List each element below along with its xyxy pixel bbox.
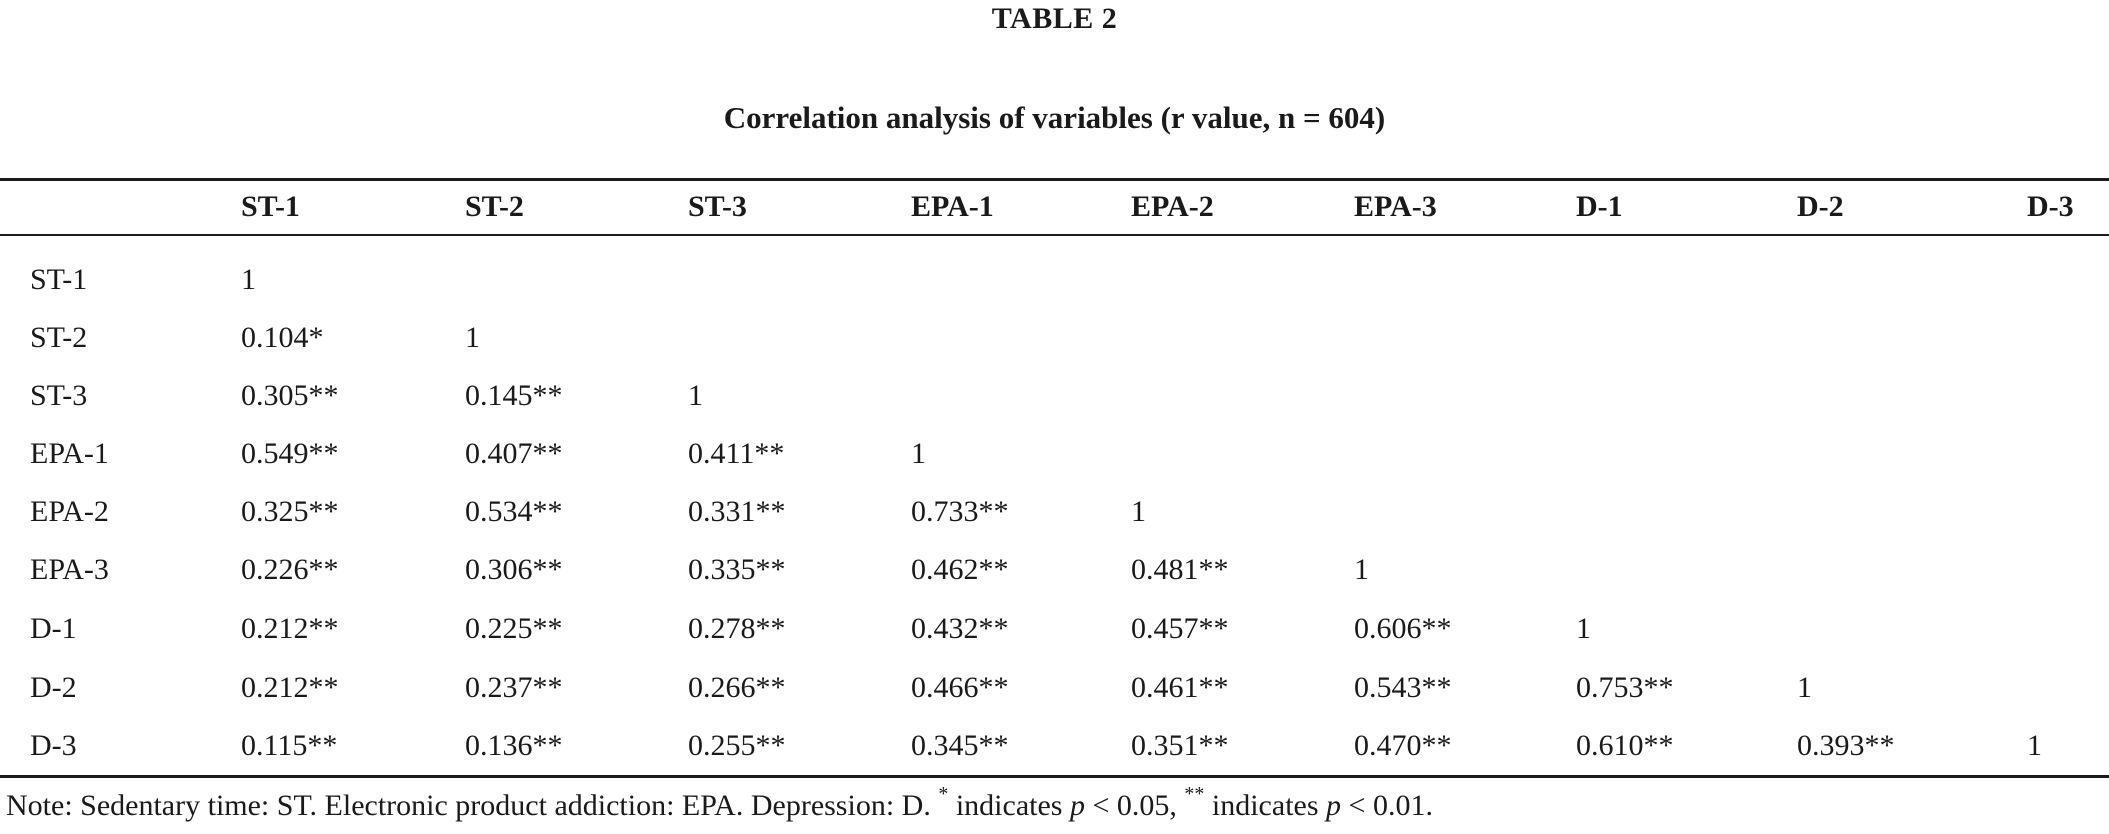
table-cell: 0.226** (241, 553, 339, 586)
row-label: D-3 (30, 729, 77, 762)
row-label: ST-3 (30, 379, 88, 412)
table-cell: 1 (2027, 729, 2042, 762)
p-symbol: p (1069, 789, 1085, 822)
table-cell: 0.278** (688, 612, 786, 645)
table-cell: 0.462** (911, 553, 1009, 586)
header-cell: ST-3 (688, 190, 747, 223)
note-text: < 0.01. (1341, 789, 1433, 822)
header-cell: D-2 (1797, 190, 1844, 223)
table-cell: 0.225** (465, 612, 563, 645)
table-cell: 1 (465, 321, 480, 354)
table-cell: 0.432** (911, 612, 1009, 645)
table-row: ST-3 0.305** 0.145** 1 (0, 367, 2109, 425)
table-row: EPA-3 0.226** 0.306** 0.335** 0.462** 0.… (0, 541, 2109, 599)
table-cell: 0.606** (1354, 612, 1452, 645)
bottom-rule (0, 775, 2109, 778)
table-row: ST-1 1 (0, 251, 2109, 309)
table-cell: 0.255** (688, 729, 786, 762)
table-row: EPA-2 0.325** 0.534** 0.331** 0.733** 1 (0, 483, 2109, 541)
table-cell: 1 (241, 263, 256, 296)
table-row: D-3 0.115** 0.136** 0.255** 0.345** 0.35… (0, 717, 2109, 775)
note-text: indicates (1204, 789, 1327, 822)
table-cell: 0.305** (241, 379, 339, 412)
table-cell: 0.104* (241, 321, 324, 354)
table-cell: 0.351** (1131, 729, 1229, 762)
table-cell: 1 (1576, 612, 1591, 645)
table-cell: 0.335** (688, 553, 786, 586)
table-cell: 0.733** (911, 495, 1009, 528)
table-cell: 1 (1797, 671, 1812, 704)
header-cell: D-1 (1576, 190, 1623, 223)
table-cell: 0.145** (465, 379, 563, 412)
row-label: ST-2 (30, 321, 88, 354)
header-cell: ST-1 (241, 190, 300, 223)
table-cell: 0.345** (911, 729, 1009, 762)
table-cell: 1 (688, 379, 703, 412)
table-cell: 0.457** (1131, 612, 1229, 645)
table-cell: 0.534** (465, 495, 563, 528)
row-label: D-2 (30, 671, 77, 704)
row-label: ST-1 (30, 263, 88, 296)
row-label: EPA-3 (30, 553, 109, 586)
table-cell: 0.266** (688, 671, 786, 704)
header-cell: D-3 (2027, 190, 2074, 223)
table-caption: Correlation analysis of variables (r val… (723, 100, 1386, 135)
table-cell: 0.115** (241, 729, 338, 762)
table-cell: 0.466** (911, 671, 1009, 704)
table-cell: 0.306** (465, 553, 563, 586)
table-cell: 0.753** (1576, 671, 1674, 704)
table-cell: 0.461** (1131, 671, 1229, 704)
header-cell: EPA-2 (1131, 190, 1214, 223)
table-cell: 0.407** (465, 437, 563, 470)
row-label: EPA-1 (30, 437, 109, 470)
significance-mark-single: * (938, 783, 949, 805)
table-cell: 0.610** (1576, 729, 1674, 762)
table-header-row: ST-1 ST-2 ST-3 EPA-1 EPA-2 EPA-3 D-1 D-2… (0, 178, 2109, 236)
row-label: D-1 (30, 612, 77, 645)
table-number: TABLE 2 (991, 2, 1118, 35)
table-cell: 0.212** (241, 671, 339, 704)
top-rule (0, 178, 2109, 181)
table-cell: 1 (1354, 553, 1369, 586)
table-cell: 0.470** (1354, 729, 1452, 762)
header-rule (0, 234, 2109, 236)
p-symbol: p (1326, 789, 1342, 822)
table-footnote: Note: Sedentary time: ST. Electronic pro… (6, 783, 1433, 826)
table-cell: 0.549** (241, 437, 339, 470)
header-cell: EPA-1 (911, 190, 994, 223)
table-cell: 0.212** (241, 612, 339, 645)
table-row: D-1 0.212** 0.225** 0.278** 0.432** 0.45… (0, 600, 2109, 658)
table-row: D-2 0.212** 0.237** 0.266** 0.466** 0.46… (0, 659, 2109, 717)
note-text: < 0.05, (1084, 789, 1185, 822)
table-cell: 0.411** (688, 437, 785, 470)
table-cell: 0.481** (1131, 553, 1229, 586)
table-cell: 0.136** (465, 729, 563, 762)
table-cell: 1 (911, 437, 926, 470)
significance-mark-double: ** (1184, 783, 1205, 805)
table-cell: 0.543** (1354, 671, 1452, 704)
table-cell: 0.393** (1797, 729, 1895, 762)
note-prefix: Note: Sedentary time: ST. Electronic pro… (6, 789, 939, 822)
table-cell: 0.331** (688, 495, 786, 528)
table-row: EPA-1 0.549** 0.407** 0.411** 1 (0, 425, 2109, 483)
header-cell: EPA-3 (1354, 190, 1437, 223)
table-cell: 1 (1131, 495, 1146, 528)
note-text: indicates (948, 789, 1070, 822)
header-cell: ST-2 (465, 190, 524, 223)
table-row: ST-2 0.104* 1 (0, 309, 2109, 367)
table-cell: 0.325** (241, 495, 339, 528)
table-cell: 0.237** (465, 671, 563, 704)
row-label: EPA-2 (30, 495, 109, 528)
